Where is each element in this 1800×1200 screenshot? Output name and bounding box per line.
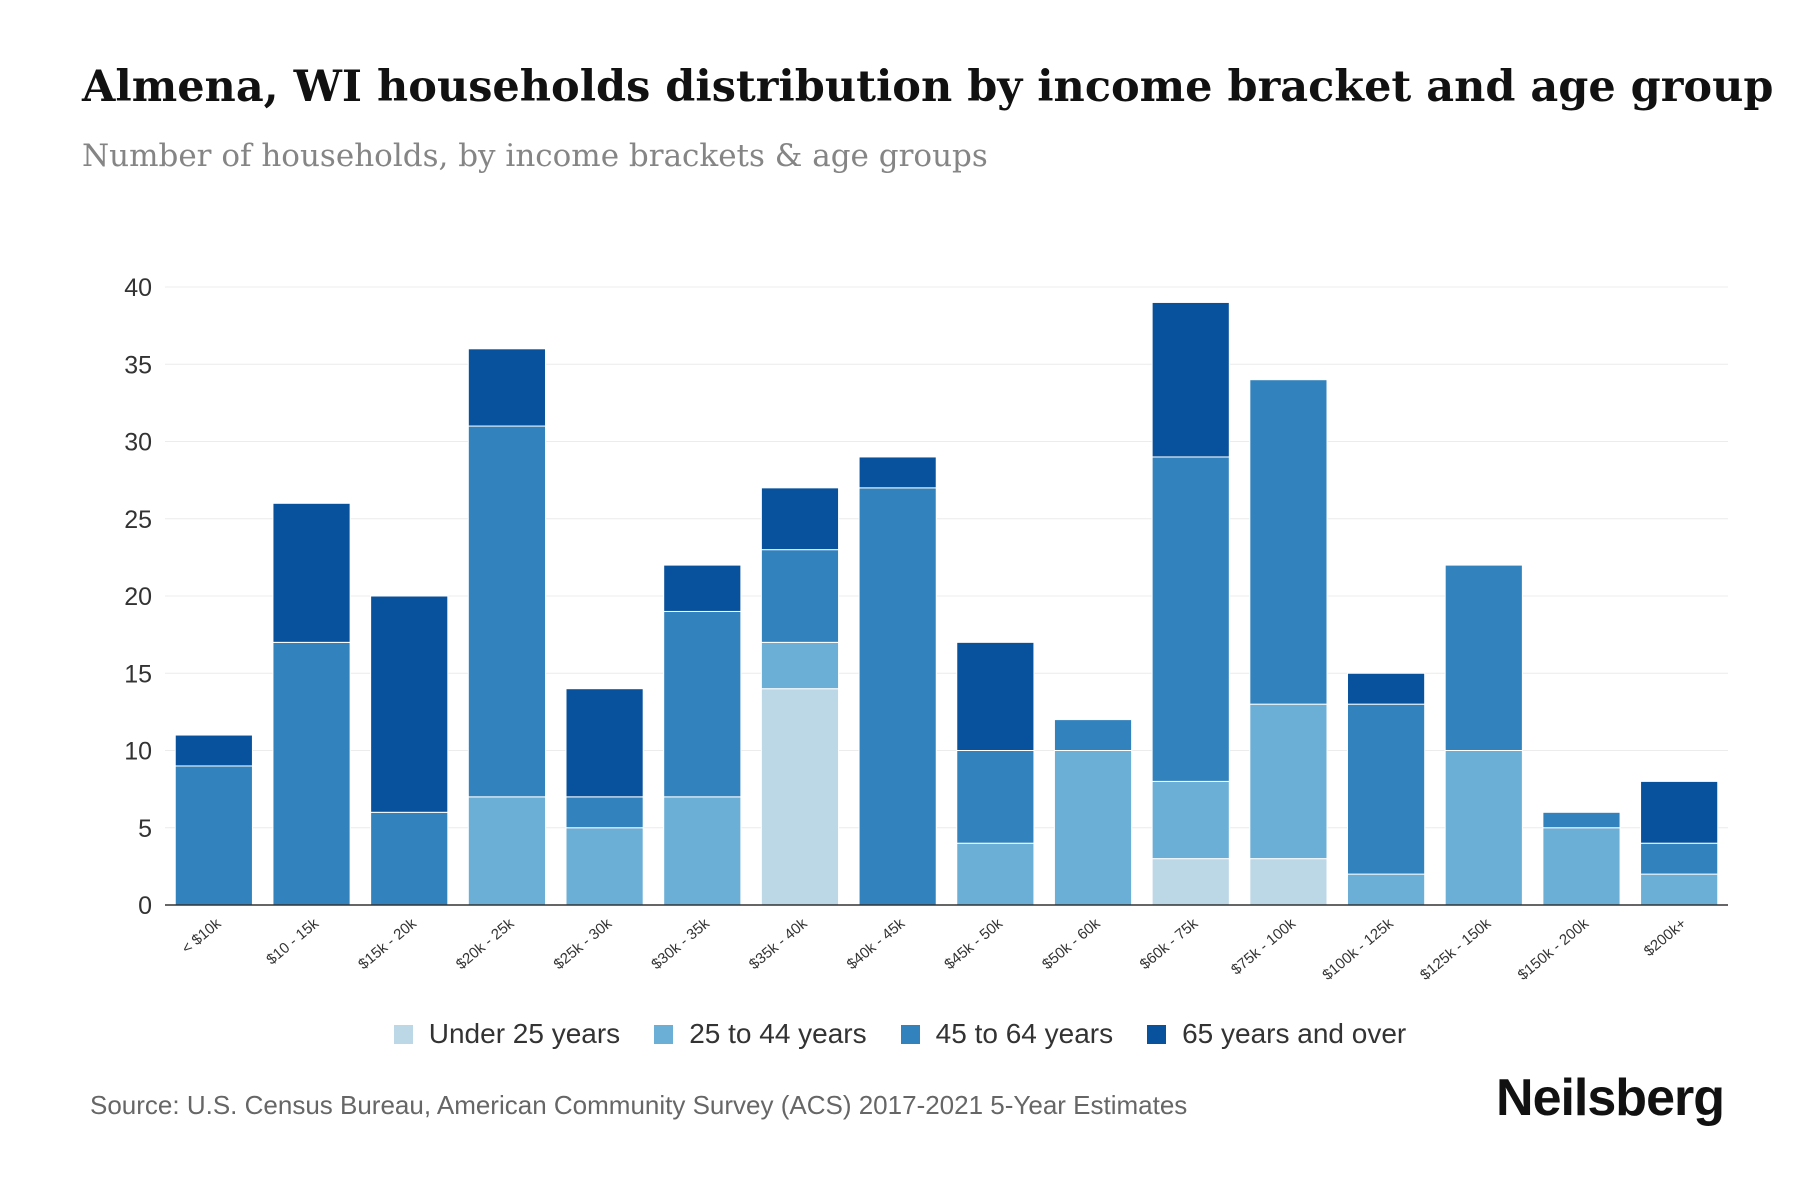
x-tick-label: $60k - 75k <box>1137 915 1202 973</box>
bar-segment <box>1640 842 1719 875</box>
x-tick-label: $10 - 15k <box>263 915 322 969</box>
y-tick-label: 25 <box>124 506 152 534</box>
bar-segment <box>1542 811 1621 829</box>
legend-label: 25 to 44 years <box>689 1018 867 1049</box>
chart-subtitle: Number of households, by income brackets… <box>82 138 988 174</box>
y-tick-label: 35 <box>124 351 152 379</box>
bar-segment <box>956 641 1035 751</box>
bar-segment <box>1053 719 1133 751</box>
bar-segment <box>1249 858 1328 906</box>
legend-swatch <box>900 1024 920 1044</box>
x-tick-label: $75k - 100k <box>1228 915 1299 979</box>
bar-segment <box>760 549 840 643</box>
bar-segment <box>956 750 1035 844</box>
bar-segment <box>467 425 546 798</box>
x-tick-label: $25k - 30k <box>551 915 616 973</box>
bar-segment <box>1640 873 1719 906</box>
bar-segment <box>858 487 937 906</box>
bar-segment <box>760 487 840 551</box>
x-tick-label: $125k - 150k <box>1417 915 1495 984</box>
x-tick-label: < $10k <box>179 915 225 958</box>
y-tick-label: 0 <box>138 892 152 920</box>
x-tick-label: $30k - 35k <box>648 915 713 973</box>
x-tick-label: $45k - 50k <box>941 915 1006 973</box>
bar-segment <box>272 641 351 906</box>
bar-segment <box>565 688 644 798</box>
x-tick-label: $100k - 125k <box>1319 915 1397 984</box>
legend-swatch <box>393 1024 413 1044</box>
bar-segment <box>174 765 253 906</box>
bar-segment <box>760 688 840 906</box>
x-tick-label: $150k - 200k <box>1515 915 1593 984</box>
legend-label: 45 to 64 years <box>935 1018 1114 1049</box>
y-tick-label: 5 <box>138 815 152 843</box>
bar-segment <box>1444 750 1523 906</box>
legend-swatch <box>654 1024 674 1044</box>
legend-item: 45 to 64 years <box>900 1018 1114 1050</box>
bar-segment <box>1151 858 1230 906</box>
y-tick-label: 15 <box>124 660 152 688</box>
source-note: Source: U.S. Census Bureau, American Com… <box>90 1090 1188 1120</box>
x-tick-label: $15k - 20k <box>355 915 420 973</box>
bar-segment <box>663 610 742 798</box>
x-tick-label: $40k - 45k <box>844 915 909 973</box>
x-tick-label: $20k - 25k <box>453 915 518 973</box>
stacked-bar-chart: 0 5 10 15 20 25 30 35 40 < $10k $10 - 15k $15k - 20… <box>124 274 1728 984</box>
x-tick-label: $50k - 60k <box>1039 915 1104 973</box>
bar-segment <box>467 348 546 427</box>
chart-title: Almena, WI households distribution by in… <box>82 62 1774 112</box>
legend-item: 65 years and over <box>1147 1018 1406 1050</box>
bar-segment <box>1347 703 1426 875</box>
bar-segment <box>956 842 1035 906</box>
bar-segment <box>663 796 742 906</box>
legend-item: 25 to 44 years <box>654 1018 867 1050</box>
bar-segment <box>1444 564 1523 751</box>
x-tick-label: $35k - 40k <box>746 915 811 973</box>
bar-segment <box>760 641 840 690</box>
bar-segment <box>565 796 644 829</box>
brand-logo: Neilsberg <box>1496 1069 1725 1127</box>
bar-segment <box>1542 827 1621 906</box>
bar-segment <box>467 796 546 906</box>
bar-segment <box>663 564 742 612</box>
bar-segment <box>1249 379 1328 705</box>
bar-segment <box>1640 780 1719 844</box>
legend-item: Under 25 years <box>393 1018 621 1050</box>
bar-segment <box>565 827 644 906</box>
bar-segment <box>370 811 449 906</box>
y-tick-label: 30 <box>124 429 152 457</box>
bar-segment <box>1053 750 1133 906</box>
bar-segment <box>1347 873 1426 906</box>
y-tick-label: 20 <box>124 583 152 611</box>
legend-swatch <box>1147 1024 1167 1044</box>
bar-segment <box>858 456 937 489</box>
y-tick-label: 10 <box>124 738 152 766</box>
chart-legend: Under 25 years 25 to 44 years 45 to 64 yea… <box>0 1018 1800 1050</box>
bar-segment <box>174 734 253 767</box>
bars <box>174 301 1719 906</box>
bar-segment <box>1151 780 1230 860</box>
bar-segment <box>1151 301 1230 458</box>
legend-label: 65 years and over <box>1182 1018 1407 1049</box>
bar-segment <box>1347 672 1426 705</box>
bar-segment <box>1249 703 1328 860</box>
x-tick-label: $200k+ <box>1641 915 1690 960</box>
bar-segment <box>1151 456 1230 782</box>
y-tick-label: 40 <box>124 274 152 302</box>
legend-label: Under 25 years <box>428 1018 621 1049</box>
bar-segment <box>272 502 351 643</box>
bar-segment <box>370 595 449 813</box>
